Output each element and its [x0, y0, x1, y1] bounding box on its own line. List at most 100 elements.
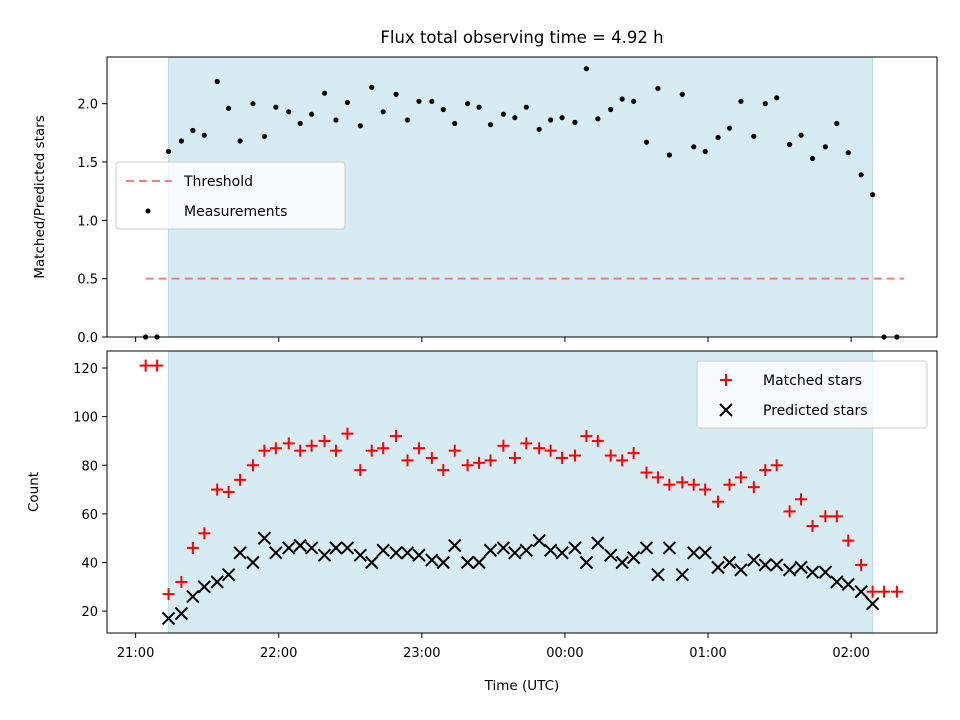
matched-star-point	[734, 471, 747, 484]
predicted-star-point	[818, 565, 833, 579]
legend-threshold-label: Threshold	[183, 174, 253, 190]
matched-star-point	[269, 442, 282, 455]
panel-bottom: 20 40 60 80 100 120 21:00 22:00 23:00 00:00 01:00…	[26, 350, 938, 694]
predicted-star-point	[722, 555, 737, 570]
measurement-point	[870, 192, 876, 198]
matched-star-point	[806, 520, 819, 533]
predicted-star-point	[317, 548, 332, 562]
predicted-star-point	[436, 555, 451, 570]
matched-star-point	[186, 541, 199, 554]
measurement-point	[380, 109, 386, 115]
bottom-y-tick-label: 40	[81, 557, 98, 572]
measurement-point	[429, 98, 435, 104]
measurement-point	[666, 152, 672, 158]
predicted-star-point	[651, 567, 665, 582]
matched-star-point	[795, 493, 808, 506]
predicted-star-point	[508, 546, 522, 560]
x-tick-label: 21:00	[117, 646, 154, 661]
predicted-star-point	[282, 541, 296, 555]
matched-star-point	[473, 456, 486, 469]
measurement-point	[476, 104, 482, 110]
predicted-star-point	[543, 543, 558, 558]
predicted-star-point	[747, 553, 761, 567]
measurement-point	[631, 98, 637, 104]
matched-star-point	[497, 439, 510, 452]
measurement-point	[583, 66, 589, 72]
matched-star-point	[890, 585, 903, 598]
measurement-point	[774, 95, 780, 101]
bottom-legend-box	[696, 360, 928, 429]
measurement-point	[608, 106, 614, 113]
matched-star-point	[282, 437, 295, 450]
predicted-star-point	[519, 543, 534, 558]
measurement-point	[679, 91, 685, 97]
top-y-tick-label: 1.0	[77, 214, 98, 229]
measurement-point	[655, 85, 661, 92]
measurement-point	[178, 138, 185, 144]
measurement-point	[369, 84, 375, 90]
predicted-star-point	[340, 541, 355, 555]
matched-star-point	[437, 464, 450, 477]
matched-star-point	[305, 439, 318, 452]
measurement-point	[822, 144, 828, 150]
matched-star-point	[544, 444, 557, 457]
matched-star-point	[520, 437, 533, 450]
measurement-point	[321, 90, 328, 96]
top-y-tick-label: 0.0	[77, 331, 98, 346]
measurement-point	[226, 105, 232, 111]
measurement-point	[798, 132, 804, 138]
measurement-point	[416, 98, 422, 104]
matched-star-point	[770, 459, 783, 472]
bottom-y-tick-label: 20	[81, 605, 98, 620]
top-axes-frame	[106, 56, 938, 338]
matched-star-point	[604, 449, 617, 462]
bottom-y-tick-label: 120	[73, 362, 98, 377]
predicted-star-point	[662, 541, 677, 555]
matched-star-point	[162, 588, 175, 601]
matched-star-point	[425, 451, 438, 464]
predicted-star-point	[460, 555, 475, 570]
matched-star-point	[842, 534, 855, 547]
legend-measurements-label: Measurements	[184, 204, 287, 220]
predicted-star-point	[483, 543, 498, 558]
matched-star-point	[533, 442, 546, 455]
predicted-star-point	[805, 565, 820, 579]
top-y-tick-label: 0.5	[77, 273, 98, 288]
matched-star-point	[866, 585, 879, 598]
matched-star-point	[723, 478, 736, 491]
matched-star-point	[580, 430, 593, 443]
x-tick-label: 00:00	[546, 646, 583, 661]
predicted-star-point	[615, 555, 629, 570]
matched-star-point	[616, 454, 629, 467]
top-y-ticks: 0.0 0.5 1.0 1.5 2.0	[77, 98, 107, 346]
x-tick-label: 23:00	[403, 646, 440, 661]
matched-star-point	[627, 447, 640, 460]
measurement-point	[512, 115, 518, 121]
predicted-star-point	[532, 533, 546, 548]
predicted-star-point	[734, 563, 748, 577]
legend-predicted-label: Predicted stars	[763, 403, 868, 419]
matched-star-point	[663, 478, 676, 491]
matched-star-point	[258, 444, 271, 457]
matched-star-point	[747, 481, 760, 494]
measurement-point	[809, 155, 816, 162]
panel-top: 0.0 0.5 1.0 1.5 2.0 Flux total observing tim…	[32, 28, 938, 346]
measurement-point	[404, 117, 411, 123]
predicted-star-point	[233, 546, 247, 560]
predicted-star-point	[854, 584, 868, 599]
x-tick-label: 22:00	[260, 646, 297, 661]
predicted-star-point	[365, 555, 379, 570]
matched-star-point	[855, 558, 868, 571]
matched-star-point	[246, 459, 259, 472]
matched-star-point	[198, 527, 211, 540]
predicted-star-point	[257, 531, 272, 545]
measurement-point	[201, 132, 207, 138]
predicted-star-point	[555, 546, 569, 560]
predicted-star-point	[841, 577, 855, 592]
predicted-star-point	[425, 553, 439, 567]
predicted-star-point	[174, 606, 189, 621]
predicted-star-point	[675, 567, 689, 582]
measurement-point	[440, 106, 446, 113]
measurement-point	[643, 139, 650, 145]
chart-title: Flux total observing time = 4.92 h	[380, 28, 663, 47]
